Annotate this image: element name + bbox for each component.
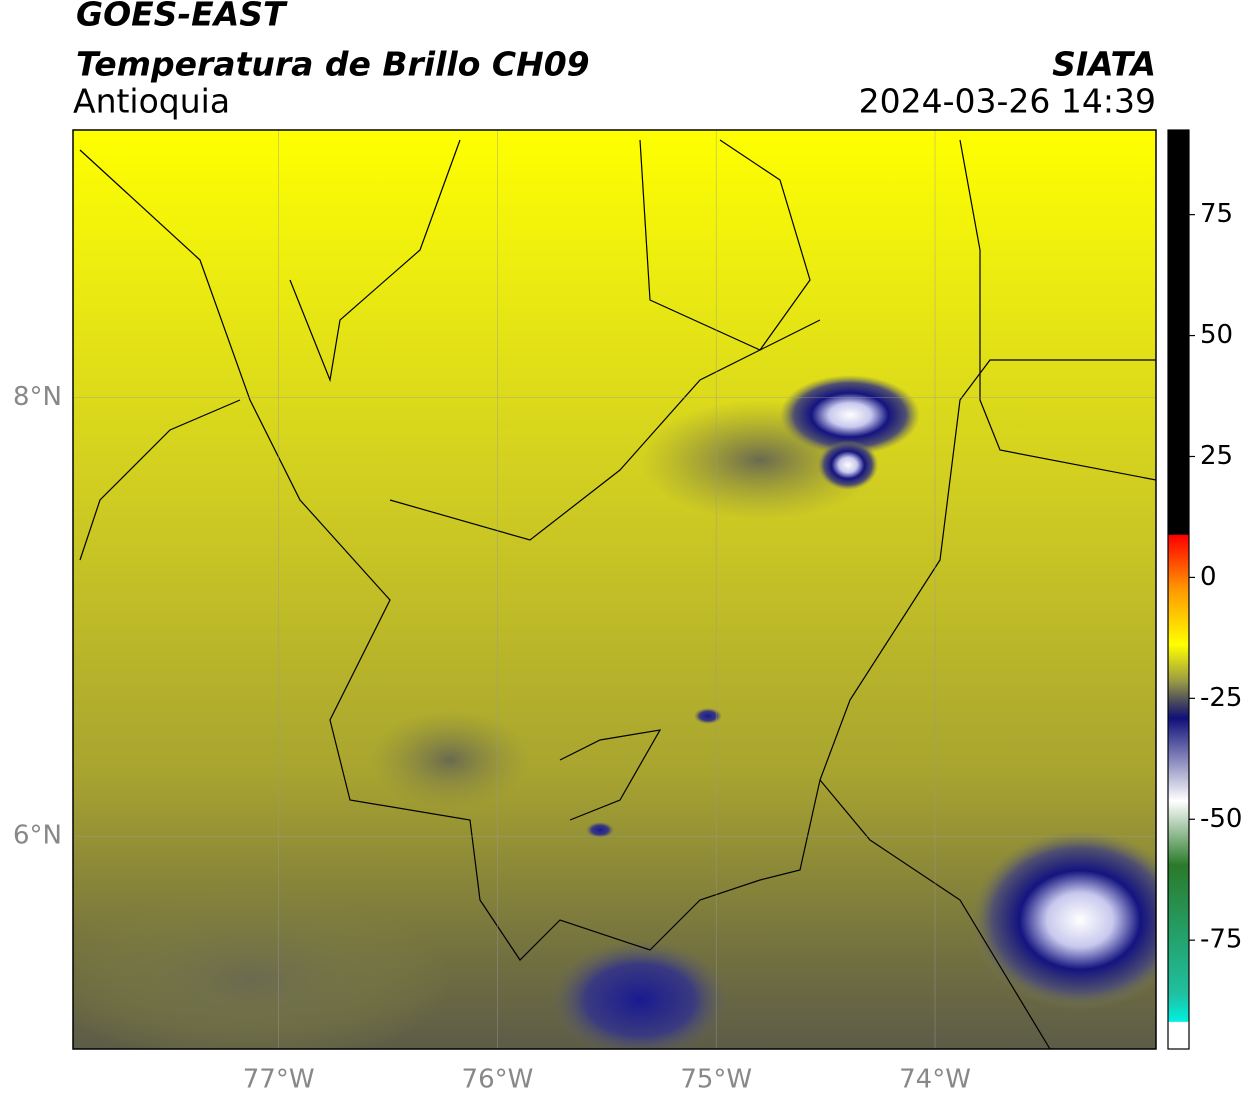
colorbar-tick-label: 0 xyxy=(1200,562,1217,592)
x-tick-label: 74°W xyxy=(899,1065,971,1095)
colorbar xyxy=(1167,129,1190,1050)
colorbar-tick-label: 25 xyxy=(1200,441,1233,471)
colorbar-tick-label: 50 xyxy=(1200,320,1233,350)
map-image xyxy=(73,130,1156,1049)
product-title: Temperatura de Brillo CH09 xyxy=(76,45,590,84)
x-tick-label: 77°W xyxy=(243,1065,315,1095)
y-tick-label: 6°N xyxy=(13,821,62,851)
source-label: SIATA xyxy=(1052,45,1156,84)
colorbar-tick-label: -75 xyxy=(1200,925,1242,955)
satellite-title: GOES-EAST xyxy=(76,0,288,34)
x-tick-label: 76°W xyxy=(462,1065,534,1095)
datetime-label: 2024-03-26 14:39 xyxy=(859,82,1156,121)
colorbar-tick-label: -25 xyxy=(1200,683,1242,713)
y-tick-label: 8°N xyxy=(13,382,62,412)
colorbar-tick-label: 75 xyxy=(1200,199,1233,229)
x-tick-label: 75°W xyxy=(680,1065,752,1095)
colorbar-ticks: 75 50 25 0 -25 -50 -75 xyxy=(1189,199,1242,955)
colorbar-tick-label: -50 xyxy=(1200,804,1242,834)
region-label: Antioquia xyxy=(73,82,230,121)
map-frame xyxy=(72,129,1157,1050)
grid xyxy=(73,130,1156,1049)
